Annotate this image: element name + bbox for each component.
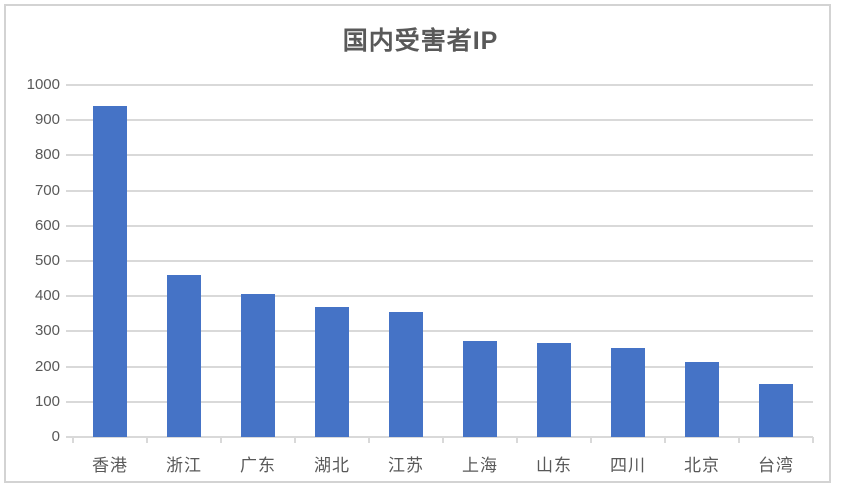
bar-山东 <box>537 343 571 437</box>
gridline-y-100 <box>73 400 813 403</box>
gridline-y-600 <box>73 224 813 227</box>
plot-area <box>73 84 813 438</box>
y-axis-label: 100 <box>34 392 60 410</box>
x-axis-tick <box>590 437 592 443</box>
bar-上海 <box>463 340 497 437</box>
x-axis-label: 香港 <box>92 456 128 475</box>
bar-广东 <box>241 294 275 437</box>
bar-香港 <box>93 106 127 437</box>
x-axis-label: 江苏 <box>388 456 424 475</box>
y-axis-tick <box>66 365 73 368</box>
y-axis-label: 300 <box>34 322 60 340</box>
x-axis-tick <box>220 437 222 443</box>
x-axis-label: 山东 <box>536 456 572 475</box>
x-axis-label: 上海 <box>462 456 498 475</box>
gridline-y-900 <box>73 119 813 122</box>
gridline-y-500 <box>73 260 813 262</box>
y-axis-tick <box>66 119 73 122</box>
y-axis-label: 400 <box>34 287 60 305</box>
bar-北京 <box>685 361 719 437</box>
x-axis-tick <box>664 437 666 443</box>
y-axis-label: 800 <box>34 146 60 164</box>
gridline-y-800 <box>73 154 813 157</box>
y-axis-label: 500 <box>34 252 60 269</box>
y-axis-label: 1000 <box>26 76 60 93</box>
y-axis-tick <box>66 260 73 262</box>
x-axis-label: 台湾 <box>758 456 794 475</box>
x-axis-label: 湖北 <box>314 456 350 475</box>
x-axis-tick <box>516 437 518 443</box>
bar-台湾 <box>759 384 793 437</box>
y-axis-label: 0 <box>51 428 60 445</box>
y-axis-label: 600 <box>34 216 60 234</box>
x-axis-tick <box>442 437 444 443</box>
y-axis-tick <box>66 330 73 333</box>
x-axis-label: 浙江 <box>166 456 202 475</box>
x-axis-tick <box>738 437 740 443</box>
y-axis-tick <box>66 154 73 157</box>
x-axis-label: 四川 <box>610 456 646 475</box>
bar-湖北 <box>315 306 349 437</box>
y-axis-tick <box>66 400 73 403</box>
x-axis-tick <box>368 437 370 443</box>
y-axis-tick <box>66 224 73 227</box>
x-axis-tick <box>72 437 74 443</box>
bar-江苏 <box>389 312 423 437</box>
gridline-y-300 <box>73 330 813 333</box>
y-axis-label: 900 <box>34 111 60 129</box>
y-axis-tick <box>66 189 73 192</box>
x-axis-label: 北京 <box>684 456 720 475</box>
bar-四川 <box>611 348 645 437</box>
y-axis-tick <box>66 436 73 438</box>
y-axis-tick <box>66 295 73 298</box>
x-axis-tick <box>146 437 148 443</box>
gridline-y-400 <box>73 295 813 298</box>
gridline-y-1000 <box>73 84 813 86</box>
y-axis-tick <box>66 84 73 86</box>
gridline-y-700 <box>73 189 813 192</box>
chart-title: 国内受害者IP <box>342 27 499 55</box>
gridline-y-200 <box>73 365 813 368</box>
bar-浙江 <box>167 275 201 437</box>
x-axis-label: 广东 <box>240 456 276 475</box>
x-axis-tick <box>812 437 814 443</box>
x-axis-tick <box>294 437 296 443</box>
y-axis-label: 700 <box>34 181 60 199</box>
y-axis-label: 200 <box>34 357 60 375</box>
